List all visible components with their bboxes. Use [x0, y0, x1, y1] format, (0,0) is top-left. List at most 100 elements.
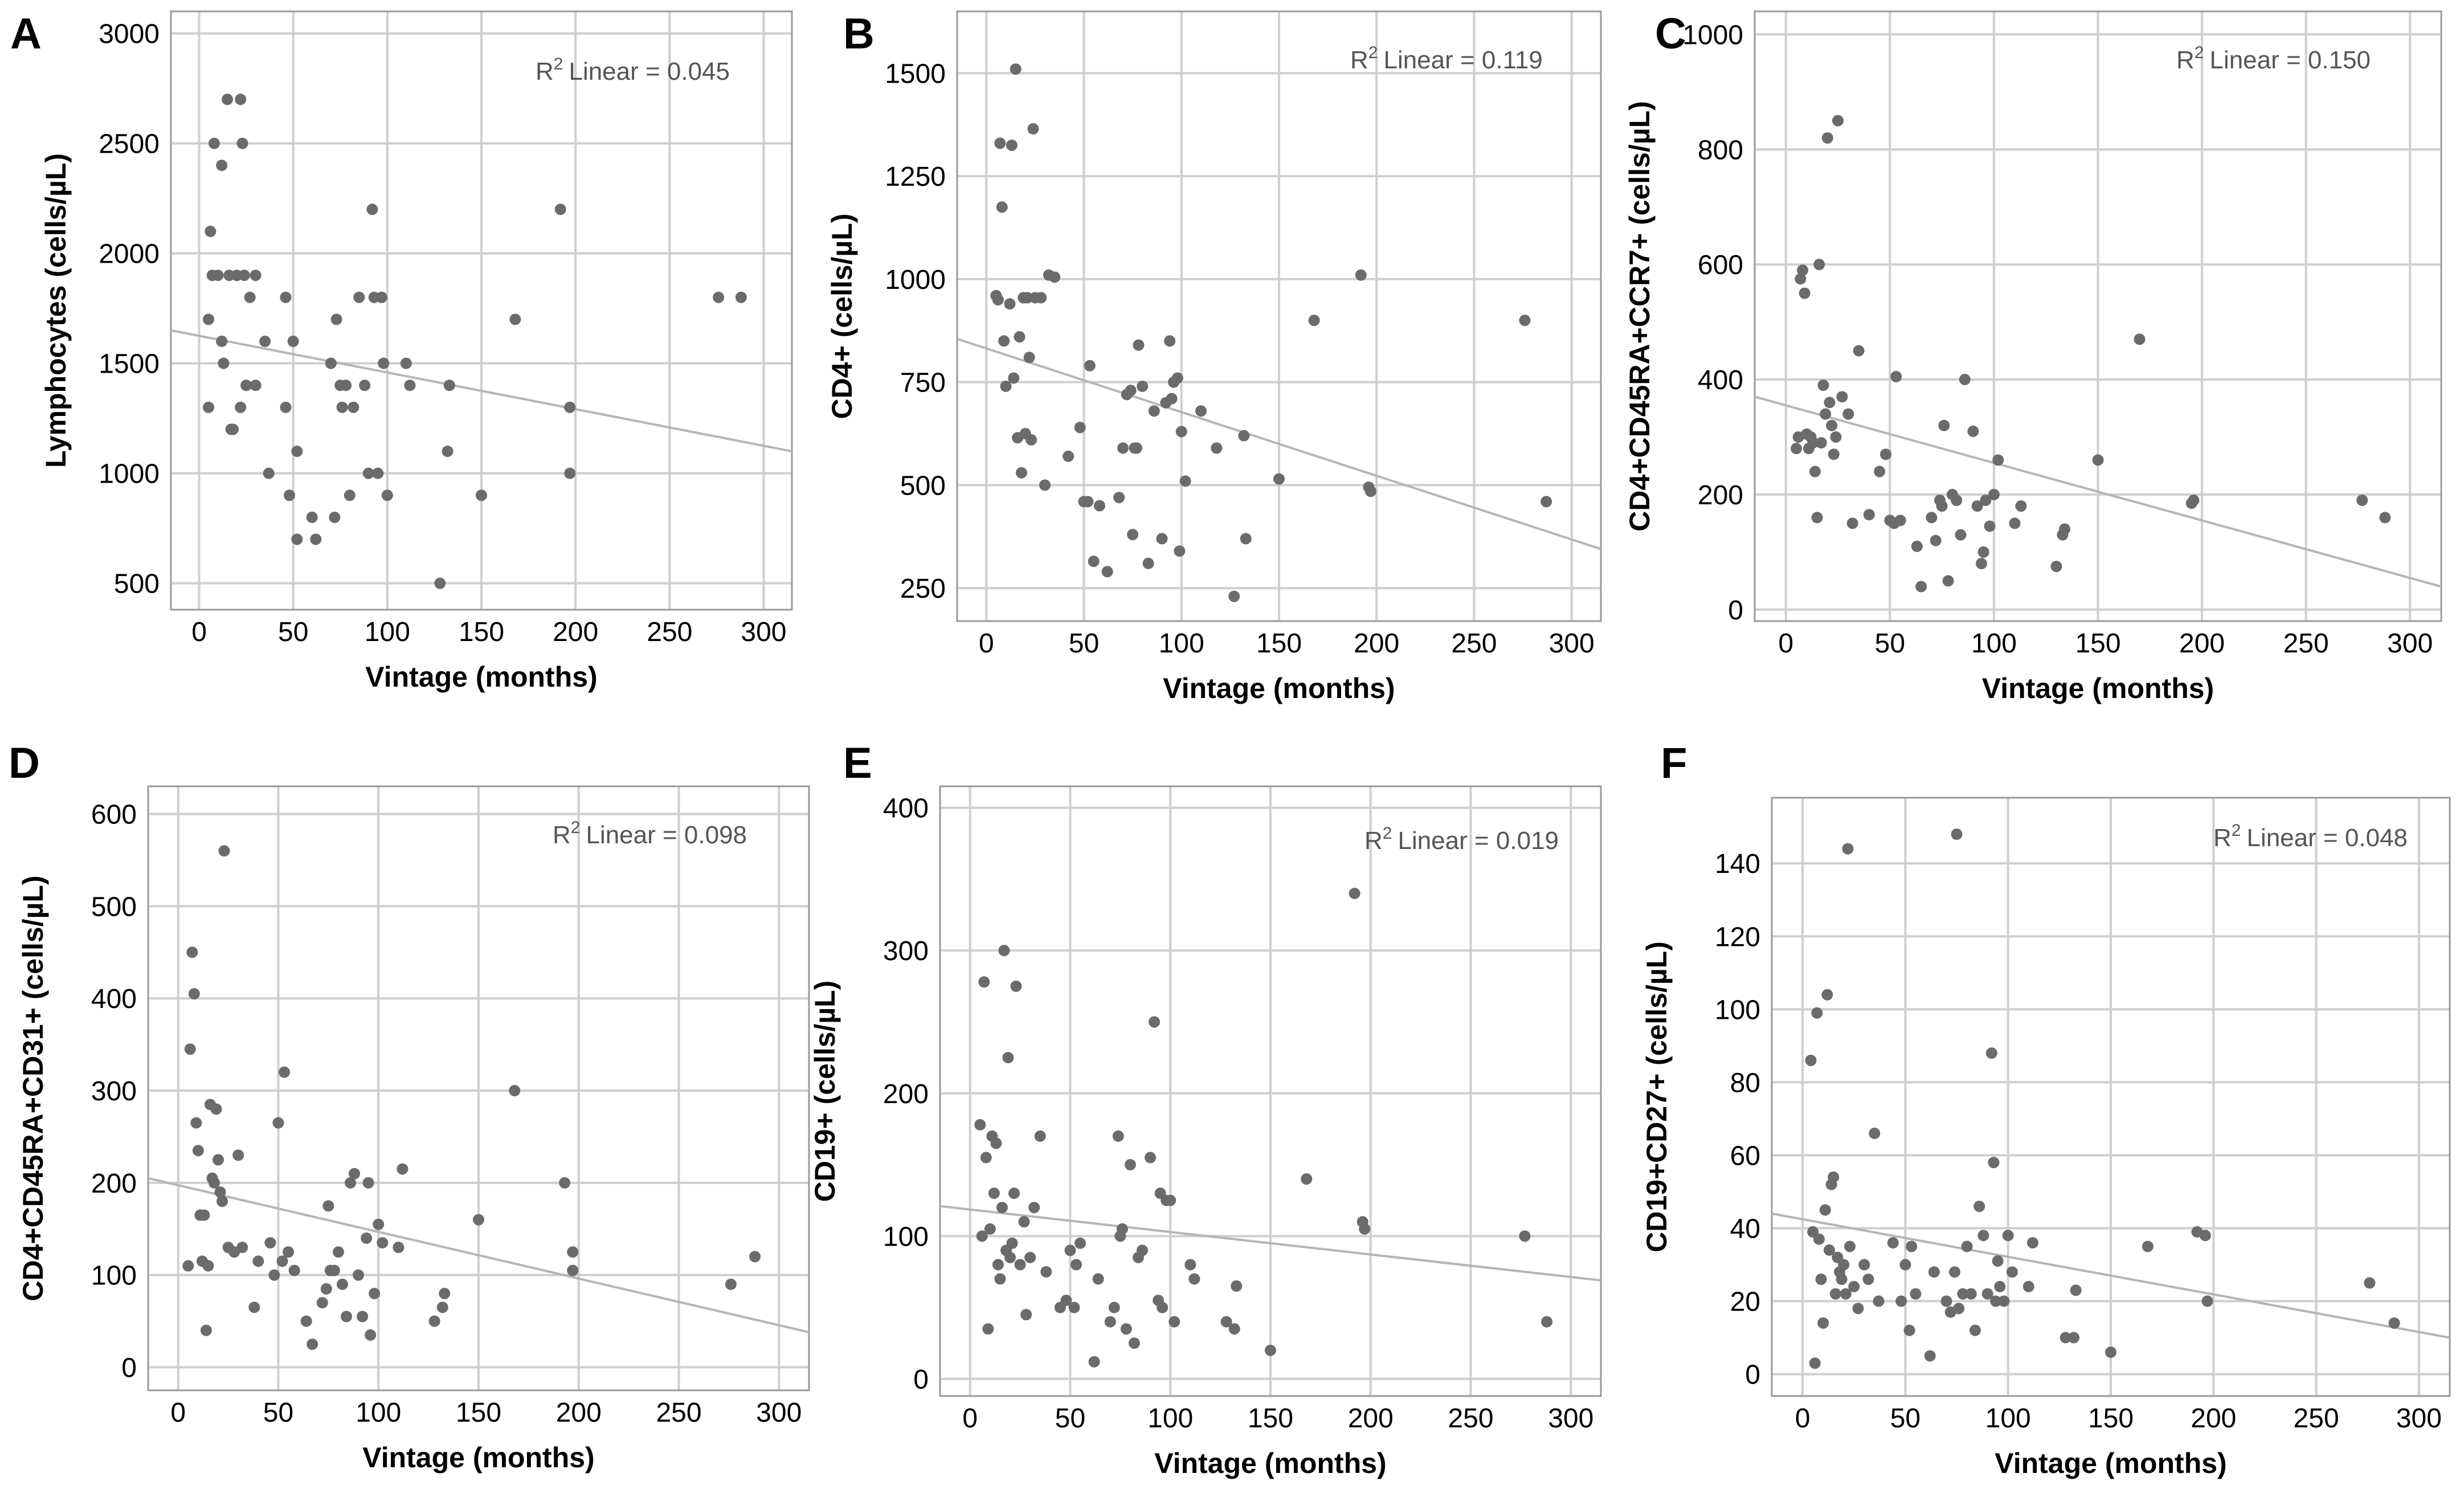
data-point [1175, 426, 1187, 438]
data-point [1821, 989, 1833, 1001]
data-point [2201, 1295, 2213, 1307]
x-tick-label: 100 [355, 1398, 401, 1428]
plot-frame [956, 10, 1602, 622]
data-point [214, 1186, 226, 1198]
data-point [1137, 1244, 1149, 1256]
data-point [1084, 360, 1096, 372]
y-axis-title: Lymphocytes (cells/µL) [40, 153, 72, 468]
data-point [291, 533, 303, 545]
data-point [272, 1117, 284, 1129]
x-tick-label: 0 [1778, 628, 1793, 659]
x-tick-label: 200 [553, 617, 598, 647]
data-point [1957, 1288, 1969, 1300]
data-point [1265, 1344, 1276, 1356]
data-point [377, 1237, 389, 1249]
data-point [284, 489, 296, 501]
data-point [2379, 512, 2391, 524]
r2-label: R2 Linear = 0.098 [553, 818, 747, 849]
data-point [1014, 331, 1025, 343]
data-point [378, 357, 390, 369]
data-point [1926, 512, 1938, 524]
x-tick-label: 50 [278, 617, 308, 647]
x-axis-title: Vintage (months) [1163, 672, 1395, 704]
data-point [988, 1187, 1000, 1199]
data-point [1074, 1237, 1086, 1249]
y-tick-label: 1500 [885, 59, 946, 89]
data-point [240, 379, 252, 391]
data-point [1228, 590, 1240, 602]
data-point [1967, 425, 1979, 437]
data-point [2356, 495, 2368, 507]
y-tick-label: 800 [1698, 135, 1743, 165]
data-point [1796, 264, 1808, 276]
data-point [1088, 1356, 1100, 1368]
data-point [325, 357, 337, 369]
data-point [1006, 139, 1018, 151]
data-point [1858, 1259, 1870, 1271]
data-point [992, 1259, 1004, 1271]
data-point [404, 379, 416, 391]
fit-line [170, 329, 792, 453]
data-point [259, 336, 271, 348]
data-point [2134, 333, 2146, 345]
data-point [1994, 1280, 2006, 1292]
data-point [1024, 1251, 1036, 1263]
data-point [1027, 123, 1039, 135]
data-point [1008, 372, 1020, 384]
data-point [1911, 540, 1923, 552]
data-point [1817, 1317, 1829, 1329]
data-point [1004, 1251, 1016, 1263]
data-point [1040, 1266, 1052, 1277]
data-point [1025, 434, 1037, 446]
data-point [1815, 437, 1827, 449]
data-point [1238, 430, 1250, 442]
data-point [1088, 556, 1100, 568]
panel-b: 0 50 100 150 200 250 300 250 500 750 1000 1250 1500 V… [826, 10, 1602, 704]
data-point [1164, 1194, 1176, 1206]
data-point [1955, 529, 1967, 541]
data-point [443, 379, 455, 391]
data-point [1938, 419, 1950, 431]
data-point [1349, 887, 1360, 899]
panel-letter: A [10, 10, 42, 58]
x-tick-label: 200 [1354, 628, 1399, 659]
data-point [1220, 1316, 1232, 1328]
data-point [1124, 1159, 1136, 1171]
data-point [1195, 405, 1207, 417]
data-point [1830, 431, 1842, 443]
y-tick-label: 0 [1728, 595, 1743, 626]
data-point [439, 1288, 451, 1300]
data-point [1540, 496, 1552, 508]
panel-d: 0 50 100 150 200 250 300 0 100 200 300 400 500 600 Vin… [9, 739, 810, 1474]
panel-a: 0 50 100 150 200 250 300 500 1000 1500 2000 2500 300… [10, 10, 793, 693]
data-point [1070, 1259, 1082, 1271]
data-point [209, 1177, 220, 1189]
data-point [1836, 1274, 1848, 1285]
plot-frame [1754, 10, 2442, 622]
data-point [1988, 488, 2000, 500]
data-point [996, 1202, 1008, 1214]
data-point [1862, 1274, 1874, 1285]
data-point [998, 945, 1010, 957]
panel-letter: B [843, 10, 875, 58]
data-point [996, 201, 1008, 213]
fit-line [939, 1205, 1601, 1282]
data-point [283, 1246, 295, 1258]
data-point [2142, 1240, 2154, 1252]
data-point [2388, 1317, 2400, 1329]
data-point [1980, 495, 1992, 507]
x-tick-label: 250 [647, 617, 692, 647]
x-tick-label: 100 [1159, 628, 1204, 659]
data-point [1977, 546, 1989, 558]
data-point [1836, 391, 1848, 403]
data-point [1064, 1244, 1076, 1256]
data-point [252, 1255, 264, 1267]
data-point [1894, 515, 1906, 526]
data-point [349, 1168, 361, 1179]
data-point [1829, 1288, 1841, 1300]
y-axis-title: CD19+ (cells/µL) [809, 981, 841, 1202]
data-point [980, 1152, 992, 1164]
data-point [2059, 523, 2071, 535]
data-point [316, 1297, 328, 1309]
data-point [2092, 454, 2104, 466]
